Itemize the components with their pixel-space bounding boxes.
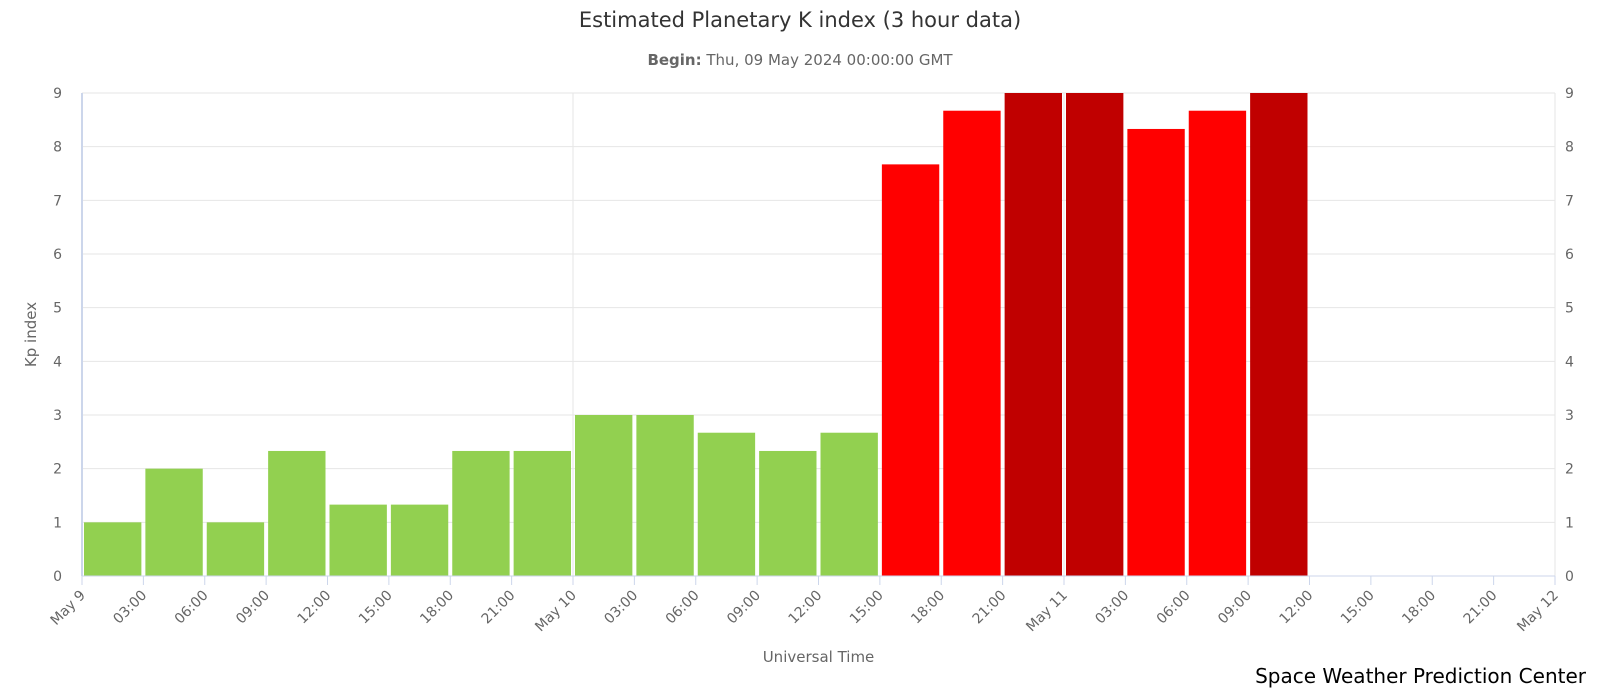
right-y-tick-label: 6 [1565,247,1574,263]
right-y-tick-label: 0 [1565,569,1574,585]
x-tick-label: 09:00 [724,588,764,628]
right-y-tick-label: 1 [1565,515,1574,531]
kp-bar [1127,128,1185,576]
y-tick-label: 9 [53,86,62,102]
chart-subtitle: Begin: Thu, 09 May 2024 00:00:00 GMT [0,51,1600,69]
kp-bar [881,164,940,577]
x-tick-label: May 11 [1023,588,1071,636]
x-tick-label: 15:00 [356,588,396,628]
kp-bar [1004,93,1062,576]
kp-bar [206,522,265,576]
kp-bar [575,415,633,576]
y-tick-label: 8 [53,140,62,156]
kp-bar [268,450,326,576]
x-tick-label: 18:00 [908,588,948,628]
x-tick-label: 06:00 [1154,588,1194,628]
chart-title: Estimated Planetary K index (3 hour data… [578,8,1022,32]
x-tick-label: 18:00 [1399,588,1439,628]
right-y-tick-label: 4 [1565,354,1574,370]
right-y-tick-label: 5 [1565,301,1574,317]
x-tick-label: 18:00 [417,588,457,628]
x-tick-label: 21:00 [1461,588,1501,628]
x-tick-label: 15:00 [1338,588,1378,628]
y-tick-label: 0 [53,569,62,585]
kp-bar [145,468,203,576]
subtitle-label: Begin: [647,51,702,69]
kp-bar [820,432,878,576]
x-tick-label: 21:00 [970,588,1010,628]
kp-bar [1188,110,1247,577]
x-tick-label: 12:00 [785,588,825,628]
x-tick-label: 03:00 [110,588,150,628]
kp-bar [636,415,694,576]
kp-bar [390,504,449,576]
x-tick-label: May 10 [532,588,580,636]
kp-bar [759,450,817,576]
y-tick-label: 4 [53,354,62,370]
y-tick-label: 6 [53,247,62,263]
y-tick-label: 5 [53,301,62,317]
right-y-tick-label: 9 [1565,86,1574,102]
kp-bar [513,450,571,576]
right-y-tick-label: 7 [1565,193,1574,209]
y-tick-label: 2 [53,462,62,478]
subtitle-value: Thu, 09 May 2024 00:00:00 GMT [706,51,953,69]
kp-bar [1066,93,1124,576]
y-axis-title: Kp index [22,302,40,367]
x-axis-title: Universal Time [763,648,875,666]
x-tick-label: 21:00 [479,588,519,628]
x-tick-label: 03:00 [601,588,641,628]
x-tick-label: 06:00 [663,588,703,628]
kp-bar [84,522,142,576]
kp-bar [697,432,756,576]
x-tick-label: 12:00 [1276,588,1316,628]
x-tick-label: 15:00 [847,588,887,628]
x-tick-label: 03:00 [1092,588,1132,628]
x-tick-label: 09:00 [1215,588,1255,628]
kp-bar [1250,93,1308,576]
right-y-tick-label: 8 [1565,140,1574,156]
y-tick-label: 7 [53,193,62,209]
x-tick-label: May 9 [48,588,89,629]
credit-text: Space Weather Prediction Center [1255,664,1586,688]
kp-bar [329,504,387,576]
x-tick-label: 12:00 [294,588,334,628]
kp-bar [452,450,510,576]
x-tick-label: 09:00 [233,588,273,628]
x-tick-label: May 12 [1514,588,1562,636]
kp-bar [943,110,1001,577]
x-tick-label: 06:00 [172,588,212,628]
right-y-tick-label: 2 [1565,462,1574,478]
right-y-tick-label: 3 [1565,408,1574,424]
y-tick-label: 1 [53,515,62,531]
y-tick-label: 3 [53,408,62,424]
